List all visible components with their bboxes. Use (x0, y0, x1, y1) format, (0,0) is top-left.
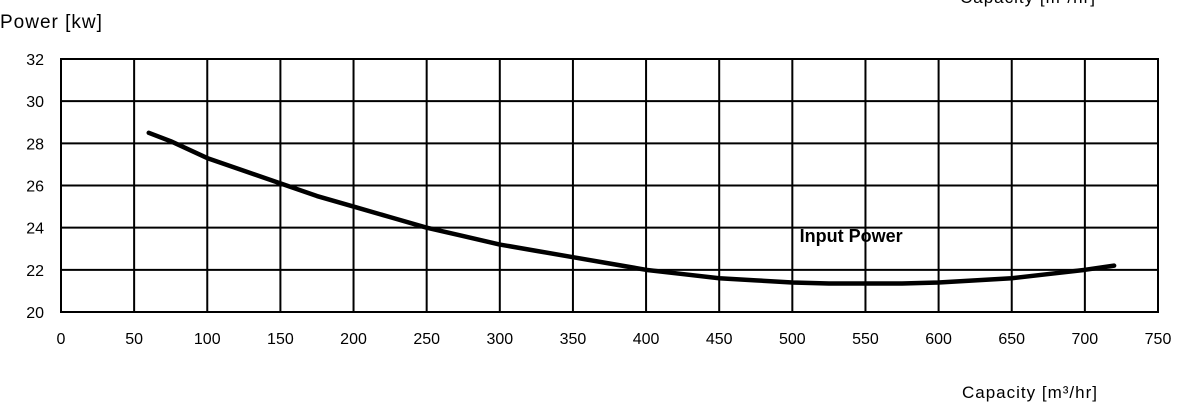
x-tick-label-150: 150 (267, 331, 294, 348)
y-tick-label-30: 30 (26, 94, 44, 111)
x-tick-label-100: 100 (194, 331, 221, 348)
x-tick-label-400: 400 (633, 331, 660, 348)
x-tick-label-450: 450 (706, 331, 733, 348)
x-tick-label-300: 300 (486, 331, 513, 348)
x-tick-label-650: 650 (998, 331, 1025, 348)
x-tick-label-500: 500 (779, 331, 806, 348)
y-tick-label-20: 20 (26, 305, 44, 322)
x-tick-label-200: 200 (340, 331, 367, 348)
x-tick-label-750: 750 (1145, 331, 1172, 348)
x-tick-label-350: 350 (560, 331, 587, 348)
y-tick-label-28: 28 (26, 136, 44, 153)
y-axis-label: Power [kw] (0, 12, 103, 33)
y-tick-label-24: 24 (26, 221, 44, 238)
x-tick-label-50: 50 (125, 331, 143, 348)
x-tick-label-550: 550 (852, 331, 879, 348)
y-tick-label-32: 32 (26, 52, 44, 69)
plot-frame (60, 58, 1159, 313)
y-tick-label-26: 26 (26, 179, 44, 196)
x-tick-label-600: 600 (925, 331, 952, 348)
x-tick-label-250: 250 (413, 331, 440, 348)
x-axis-label: Capacity [m³/hr] (962, 383, 1098, 402)
annotation-label: Input Power (800, 226, 903, 246)
top-clipped-label: Capacity [m³/hr] (960, 0, 1096, 8)
x-tick-label-0: 0 (57, 331, 66, 348)
series-line-0 (146, 130, 1117, 286)
y-tick-label-22: 22 (26, 263, 44, 280)
x-tick-label-700: 700 (1072, 331, 1099, 348)
